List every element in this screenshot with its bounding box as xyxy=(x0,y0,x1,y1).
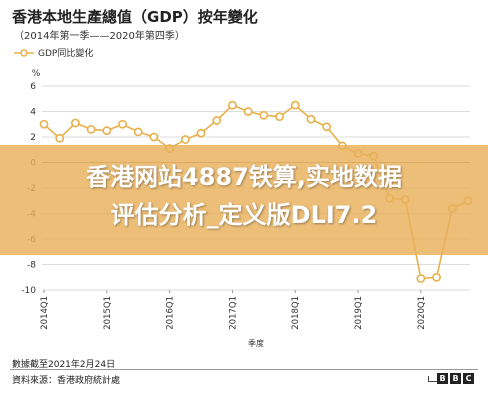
x-tick-label: 2019Q1 xyxy=(354,296,364,330)
bbc-logo: B B C xyxy=(437,373,474,384)
y-tick-label: 6 xyxy=(30,82,36,92)
data-date-note: 數據截至2021年2月24日 xyxy=(12,360,116,370)
data-point xyxy=(322,122,332,132)
chart-title: 香港本地生產總值（GDP）按年變化 xyxy=(12,8,258,26)
data-point xyxy=(243,107,253,116)
bbc-logo-letter: B xyxy=(450,373,461,384)
data-point xyxy=(39,119,49,129)
x-tick-label: 2014Q1 xyxy=(40,296,50,330)
y-tick-label: 2 xyxy=(30,133,36,143)
bbc-logo-letter: B xyxy=(437,373,448,384)
x-tick-label: 2017Q1 xyxy=(228,296,238,330)
data-point xyxy=(432,272,441,282)
x-tick-label: 2020Q1 xyxy=(417,296,427,330)
data-point xyxy=(86,124,96,134)
data-point xyxy=(212,116,222,125)
data-point xyxy=(133,127,143,137)
data-point xyxy=(196,128,206,138)
data-point xyxy=(55,133,65,143)
legend: GDP同比變化 xyxy=(14,46,93,59)
data-point xyxy=(118,119,127,129)
footer-divider xyxy=(10,369,478,370)
chart-subtitle: （2014年第一季——2020年第四季） xyxy=(14,31,185,42)
bbc-logo-letter: C xyxy=(463,373,474,384)
overlay-text: 香港网站4887铁算,实地数据 评估分析_定义版DLI7.2 xyxy=(0,158,488,234)
y-tick-label: 4 xyxy=(30,108,36,118)
x-tick-label: 2018Q1 xyxy=(291,296,301,330)
data-point xyxy=(306,114,316,124)
data-point xyxy=(290,100,300,110)
data-point xyxy=(416,274,426,283)
legend-line-marker xyxy=(14,48,34,57)
data-point xyxy=(149,132,159,142)
overlay-banner xyxy=(0,145,488,255)
data-point xyxy=(228,100,237,110)
y-axis-label: % xyxy=(32,69,41,79)
data-point xyxy=(180,135,190,144)
data-source: 資料來源：香港政府統計處 xyxy=(12,376,121,386)
data-point xyxy=(71,118,80,128)
data-point xyxy=(102,126,112,136)
legend-label: GDP同比變化 xyxy=(38,49,94,59)
x-tick-label: 2015Q1 xyxy=(103,296,113,330)
y-tick-label: -8 xyxy=(27,261,36,271)
overlay-line-1: 香港网站4887铁算,实地数据 xyxy=(86,163,402,191)
data-point xyxy=(275,112,284,121)
overlay-line-2: 评估分析_定义版DLI7.2 xyxy=(110,201,378,229)
y-tick-label: -10 xyxy=(21,286,36,296)
x-tick-label: 2016Q1 xyxy=(166,296,176,330)
x-axis-label: 季度 xyxy=(248,338,264,348)
data-point xyxy=(259,110,269,120)
